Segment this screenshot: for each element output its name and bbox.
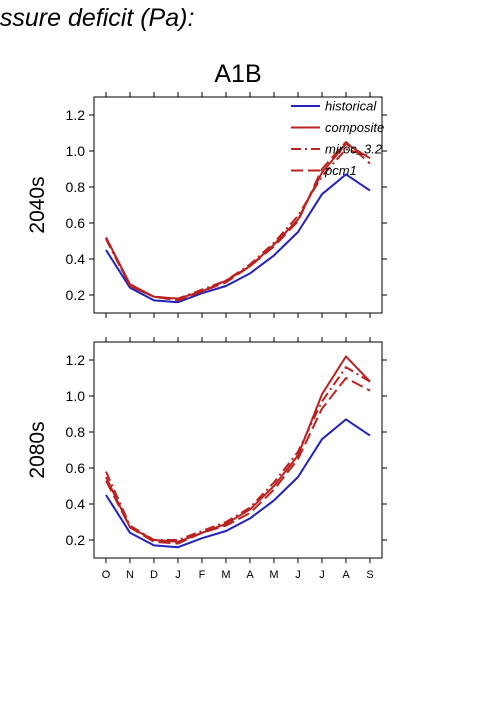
month-label: N — [126, 569, 134, 581]
series-line-composite — [105, 355, 371, 543]
series-line-pcm1 — [105, 141, 371, 302]
legend-label: miroc_3.2 — [325, 142, 383, 157]
y-tick-label: 1.2 — [66, 107, 86, 123]
month-label: F — [199, 569, 206, 581]
month-label: A — [246, 569, 254, 581]
y-tick-label: 1.2 — [66, 352, 86, 368]
series-line-historical — [105, 418, 371, 549]
y-tick-label: 0.6 — [66, 215, 86, 231]
legend-entry-composite: composite — [291, 120, 384, 135]
panels-layer: 0.2 0.4 0.6 0.8 1.0 1.2 2040s 0.2 0.4 0.6 0.8 1.0 1.… — [26, 92, 387, 581]
legend-entry-pcm1: pcm1 — [291, 163, 357, 178]
legend-entry-historical: historical — [291, 99, 377, 114]
plot-frame — [93, 96, 383, 314]
month-label: D — [150, 569, 158, 581]
month-label: A — [342, 569, 350, 581]
month-label: M — [221, 569, 230, 581]
series-line-pcm1 — [105, 377, 371, 545]
y-tick-label: 1.0 — [66, 388, 86, 404]
y-tick-label: 0.2 — [66, 532, 86, 548]
panel-2080s: 0.2 0.4 0.6 0.8 1.0 1.2 O N D J F M A M J J A S 2080s — [26, 337, 387, 581]
month-label: M — [269, 569, 278, 581]
legend-label: historical — [325, 99, 377, 114]
series-line-historical — [105, 173, 371, 304]
plot-frame — [93, 341, 383, 559]
y-tick-label: 0.8 — [66, 424, 86, 440]
scenario-title: A1B — [214, 60, 261, 88]
panel-label: 2080s — [26, 421, 49, 478]
legend-entry-miroc_3.2: miroc_3.2 — [291, 142, 383, 157]
month-label: O — [102, 569, 111, 581]
month-label: J — [295, 569, 301, 581]
month-label: J — [175, 569, 181, 581]
legend: historical composite miroc_3.2 pcm1 — [291, 99, 384, 178]
legend-label: pcm1 — [324, 163, 357, 178]
y-tick-label: 1.0 — [66, 143, 86, 159]
y-tick-label: 0.4 — [66, 251, 86, 267]
panel-label: 2040s — [26, 176, 49, 233]
panel-2040s: 0.2 0.4 0.6 0.8 1.0 1.2 2040s — [26, 92, 387, 318]
y-tick-label: 0.4 — [66, 496, 86, 512]
series-line-miroc_3.2 — [105, 366, 371, 541]
month-label: J — [319, 569, 325, 581]
figure-title: essure deficit (Pa): — [0, 4, 195, 32]
y-tick-label: 0.2 — [66, 287, 86, 303]
y-tick-label: 0.6 — [66, 460, 86, 476]
y-tick-label: 0.8 — [66, 179, 86, 195]
month-label: S — [366, 569, 373, 581]
legend-label: composite — [325, 120, 384, 135]
